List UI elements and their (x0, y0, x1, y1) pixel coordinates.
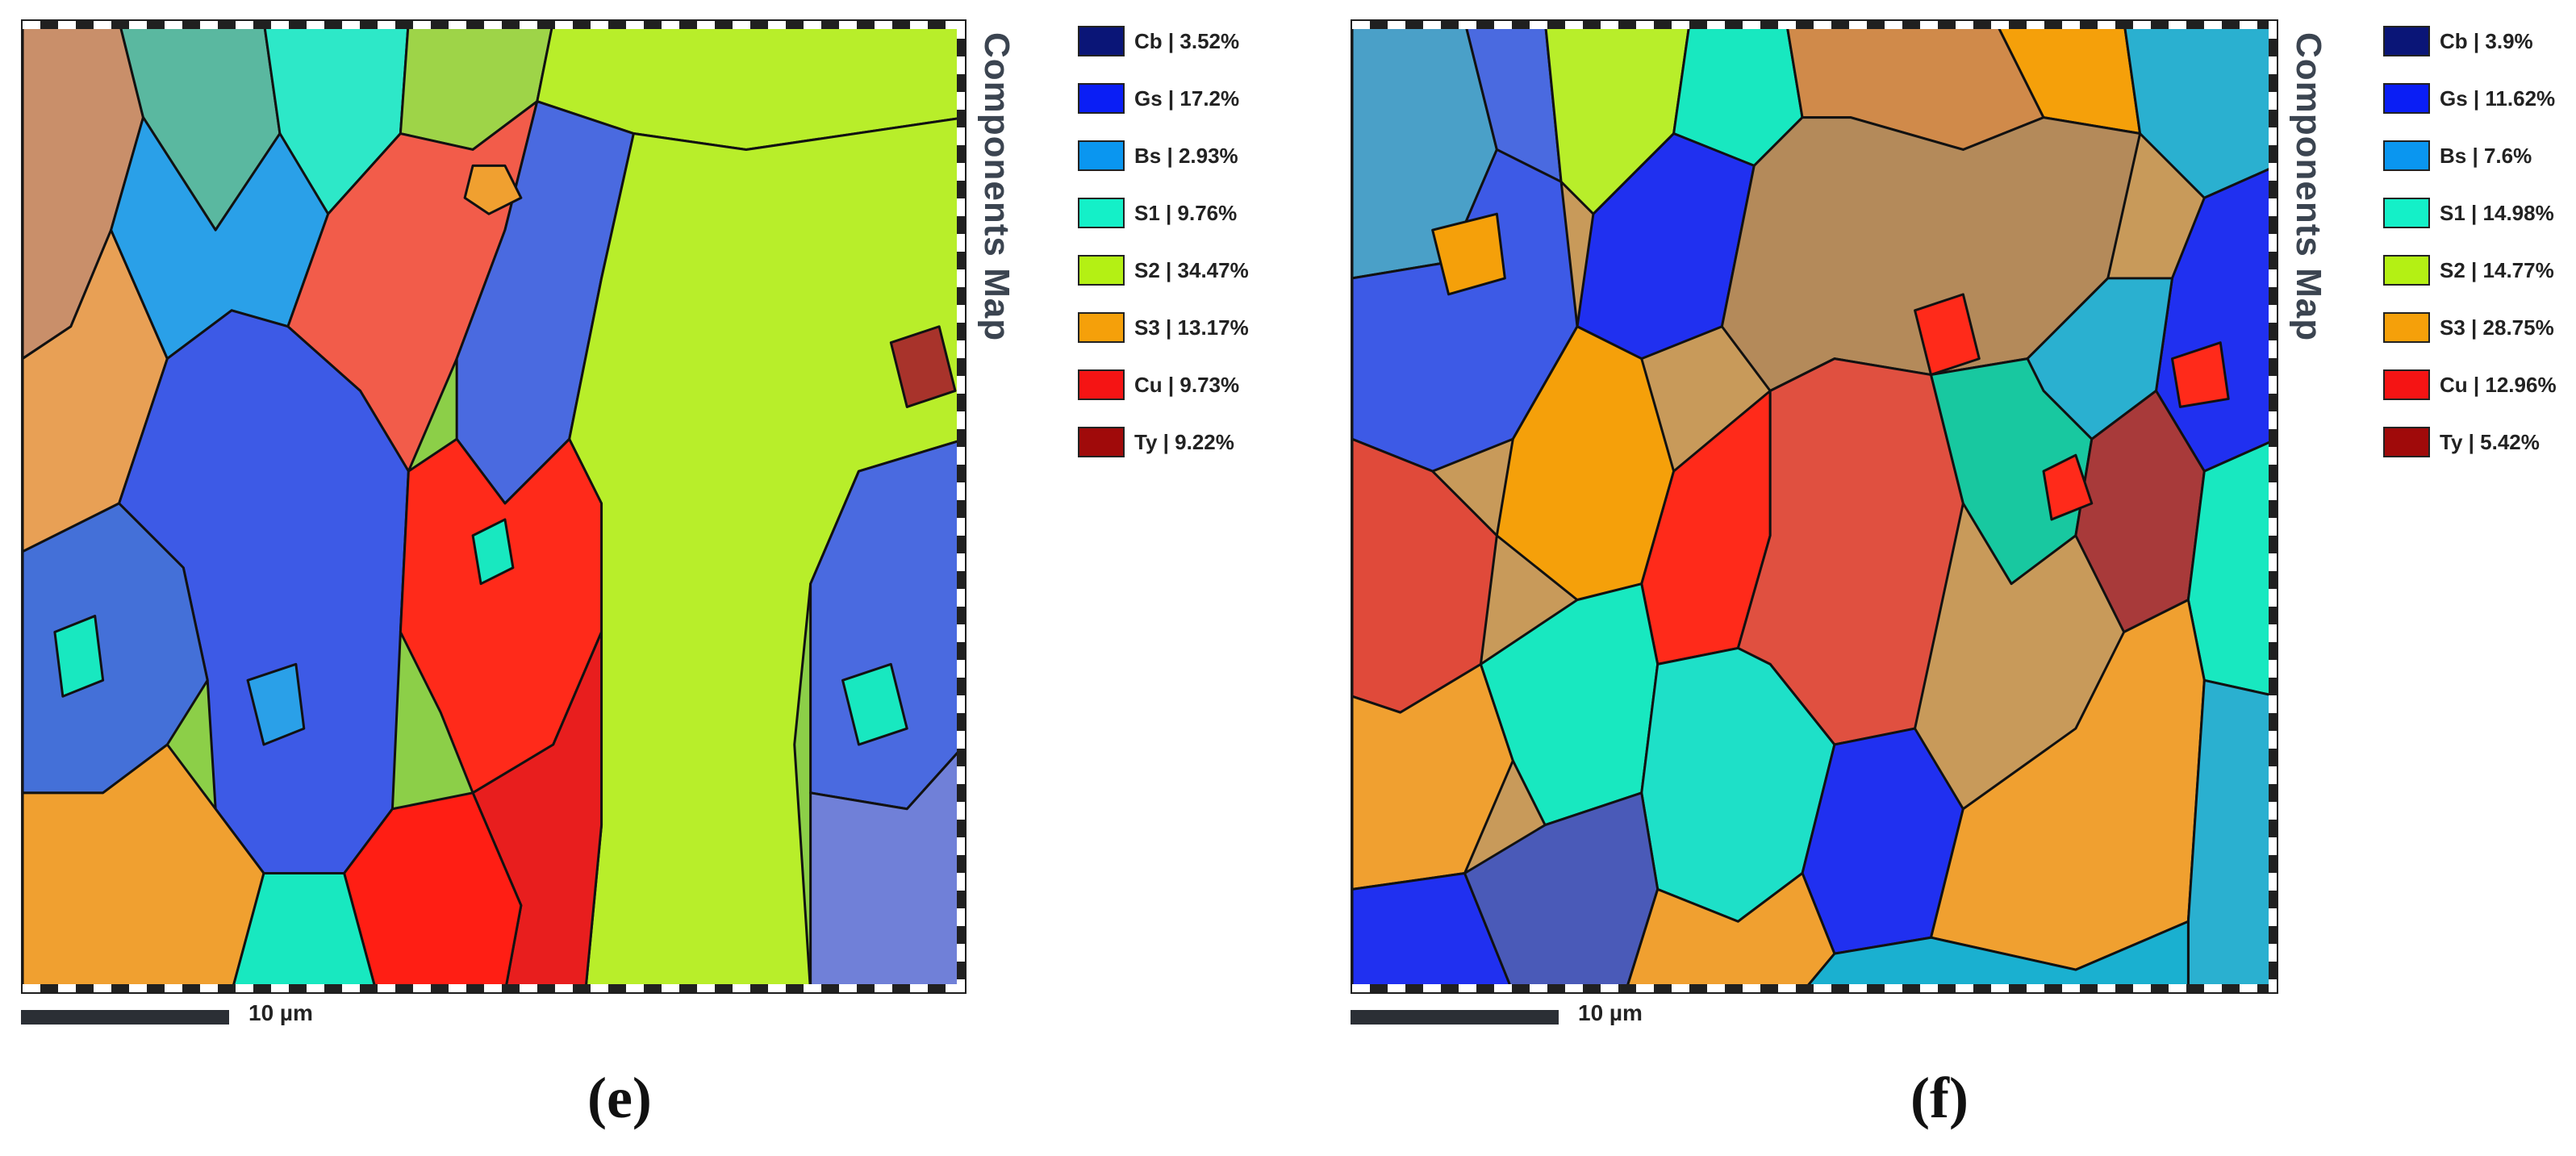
legend-label: Ty | 5.42% (2440, 429, 2540, 454)
legend-label: Ty | 9.22% (1134, 429, 1234, 454)
legend-label: Bs | 7.6% (2440, 143, 2532, 168)
legend-item-s3: S3 | 28.75% (2383, 311, 2576, 344)
panel-label: (f) (1910, 1066, 1969, 1130)
panel-e: Components Map Cb | 3.52% Gs | 17.2% Bs … (21, 19, 1288, 1130)
legend-label: S3 | 13.17% (1134, 315, 1249, 340)
legend-label: Bs | 2.93% (1134, 143, 1238, 168)
legend-item-cu: Cu | 12.96% (2383, 368, 2576, 402)
legend-label: Cb | 3.9% (2440, 28, 2533, 53)
legend-label: S1 | 14.98% (2440, 200, 2554, 225)
legend: Cb | 3.9% Gs | 11.62% Bs | 7.6% S1 | 14.… (2383, 24, 2576, 482)
components-map-image (1351, 19, 2278, 994)
scale-label: 10 µm (248, 1000, 313, 1025)
legend-swatch (2383, 198, 2430, 228)
legend-swatch (2383, 427, 2430, 457)
legend-swatch (1078, 427, 1125, 457)
legend-label: S2 | 14.77% (2440, 257, 2554, 282)
grain-map-graphic (23, 21, 965, 992)
legend-item-ty: Ty | 9.22% (1078, 425, 1288, 459)
panel-f: Components Map Cb | 3.9% Gs | 11.62% Bs … (1323, 0, 2576, 1156)
legend-item-s3: S3 | 13.17% (1078, 311, 1288, 344)
legend-item-bs: Bs | 2.93% (1078, 139, 1288, 173)
legend-item-s2: S2 | 34.47% (1078, 253, 1288, 287)
legend-item-cu: Cu | 9.73% (1078, 368, 1288, 402)
legend-swatch (1078, 312, 1125, 343)
legend-swatch (2383, 255, 2430, 286)
legend-swatch (1078, 140, 1125, 171)
scale-label: 10 µm (1578, 1000, 1643, 1025)
legend-swatch (1078, 26, 1125, 56)
legend-item-s1: S1 | 14.98% (2383, 196, 2576, 230)
map-title: Components Map (977, 32, 1017, 342)
legend-label: S3 | 28.75% (2440, 315, 2554, 340)
legend-item-bs: Bs | 7.6% (2383, 139, 2576, 173)
legend-item-s2: S2 | 14.77% (2383, 253, 2576, 287)
legend-swatch (2383, 83, 2430, 114)
legend-label: Gs | 17.2% (1134, 86, 1240, 111)
legend-swatch (1078, 83, 1125, 114)
legend-label: S1 | 9.76% (1134, 200, 1238, 225)
legend-item-cb: Cb | 3.9% (2383, 24, 2576, 58)
legend-swatch (1078, 198, 1125, 228)
legend-item-cb: Cb | 3.52% (1078, 24, 1288, 58)
legend-swatch (2383, 140, 2430, 171)
legend-label: Cu | 9.73% (1134, 372, 1240, 397)
legend-item-ty: Ty | 5.42% (2383, 425, 2576, 459)
legend-swatch (1078, 369, 1125, 400)
legend-item-gs: Gs | 11.62% (2383, 81, 2576, 115)
legend-swatch (2383, 312, 2430, 343)
legend-swatch (1078, 255, 1125, 286)
legend-label: S2 | 34.47% (1134, 257, 1249, 282)
scale-bar (1351, 1010, 1559, 1025)
legend-label: Gs | 11.62% (2440, 86, 2556, 111)
legend-swatch (2383, 26, 2430, 56)
legend-label: Cu | 12.96% (2440, 372, 2557, 397)
legend-swatch (2383, 369, 2430, 400)
panel-label: (e) (587, 1066, 652, 1130)
components-map-image (21, 19, 967, 994)
legend: Cb | 3.52% Gs | 17.2% Bs | 2.93% S1 | 9.… (1078, 24, 1288, 482)
legend-item-gs: Gs | 17.2% (1078, 81, 1288, 115)
scale-bar (21, 1010, 229, 1025)
legend-label: Cb | 3.52% (1134, 28, 1240, 53)
map-title: Components Map (2289, 32, 2328, 342)
grain-map-graphic (1352, 21, 2277, 992)
legend-item-s1: S1 | 9.76% (1078, 196, 1288, 230)
